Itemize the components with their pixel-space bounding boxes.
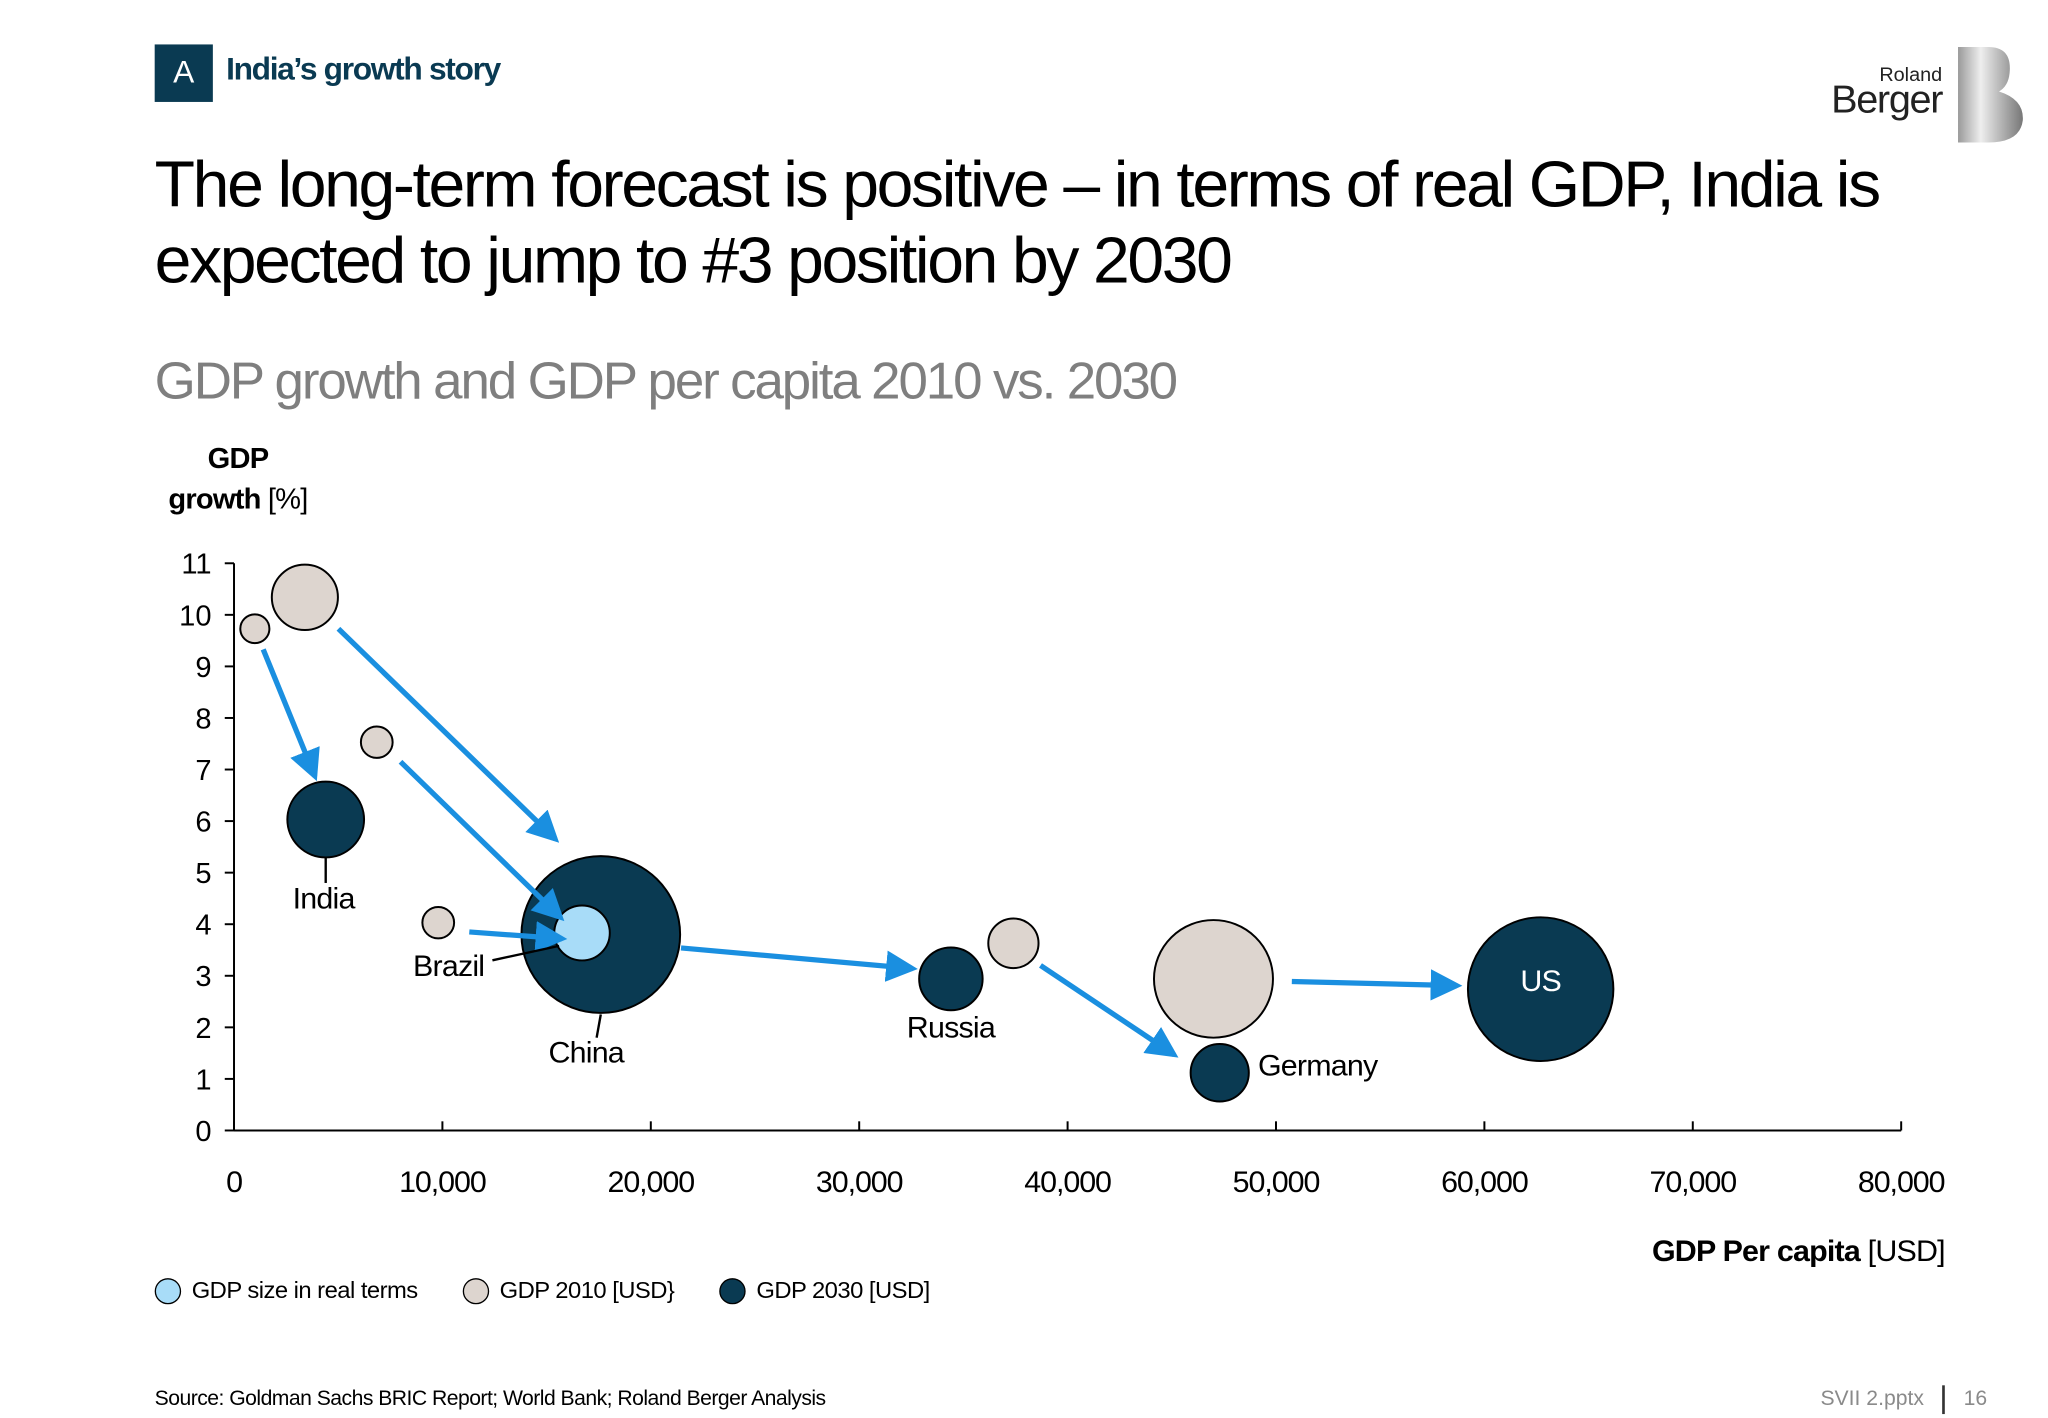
legend-label: GDP 2010 [USD} [499,1276,675,1303]
bubble-gdp-2010 [239,613,271,645]
country-label-us: US [1520,965,1561,998]
leader-line [595,1014,602,1038]
y-label-bold: GDP [207,441,269,475]
footer-divider [1942,1385,1946,1415]
y-tick-label: 8 [195,704,211,736]
y-label-bold2: growth [168,482,261,515]
bubble-gdp-2030-germany [1189,1042,1250,1103]
bubble-gdp-2010 [270,563,339,631]
source-note: Source: Goldman Sachs BRIC Report; World… [154,1387,826,1411]
bubble-gdp-2030-russia [918,946,984,1012]
x-tick-label: 50,000 [1233,1166,1320,1199]
bubble-gdp-2030-india [286,780,366,859]
y-tick-label: 1 [195,1065,211,1097]
country-label-brazil: Brazil [413,950,484,983]
leader-line [492,944,560,962]
y-tick-label: 11 [181,549,211,581]
bubble-gdp-2030-us [1466,916,1615,1063]
x-label-bold: GDP Per capita [1651,1233,1861,1268]
y-tick-label: 6 [195,807,211,839]
y-tick-label: 9 [195,652,211,684]
bubble-gdp-2010 [1152,919,1274,1039]
slide-title: The long-term forecast is positive – in … [154,147,1881,297]
country-label-china: China [548,1037,624,1070]
x-tick-label: 30,000 [816,1166,903,1199]
x-tick-label: 10,000 [399,1166,486,1199]
arrow [469,921,568,953]
file-name: SVII 2.pptx [1820,1387,1924,1411]
y-tick-label: 10 [179,600,211,632]
arrow [680,945,918,982]
svg-text:Roland: Roland [1879,64,1942,86]
legend-label: GDP 2030 [USD] [756,1276,930,1303]
y-label-unit: [%] [260,482,308,515]
x-tick-label: 80,000 [1858,1166,1945,1199]
bubble-gdp-2010 [421,906,456,940]
arrow [260,648,320,782]
y-tick-label: 0 [195,1116,211,1148]
arrow [336,626,560,843]
bubble-gdp-size-in-real-terms [553,904,611,962]
legend: GDP size in real terms GDP 2010 [USD} GD… [154,1276,975,1304]
chart-subtitle: GDP growth and GDP per capita 2010 vs. 2… [154,352,1178,411]
y-tick-label: 2 [195,1013,211,1045]
x-tick-label: 60,000 [1441,1166,1528,1199]
arrow [398,759,565,922]
roland-berger-logo: Roland Berger [1824,44,2029,143]
x-tick-label: 40,000 [1024,1166,1111,1199]
page-number: 16 [1963,1387,1988,1411]
legend-item-2030: GDP 2030 [USD] [719,1276,930,1304]
x-tick-label: 0 [226,1166,242,1199]
y-axis-label: GDP growth [%] [145,438,330,519]
x-axis-label: GDP Per capita [USD] [1651,1233,1946,1269]
y-tick-label: 5 [195,858,211,890]
legend-item-size: GDP size in real terms [154,1276,419,1304]
y-tick-label: 4 [195,910,211,942]
legend-item-2010: GDP 2010 [USD} [462,1276,675,1304]
country-label-india: India [293,883,356,916]
svg-text:Berger: Berger [1831,78,1943,122]
x-tick-label: 70,000 [1649,1166,1736,1199]
footer: SVII 2.pptx 16 [1820,1385,1988,1415]
legend-swatch-grey [462,1277,490,1304]
legend-swatch-dark [719,1277,746,1304]
legend-label: GDP size in real terms [191,1276,419,1303]
y-tick-label: 3 [195,961,211,993]
arrow [1039,963,1179,1058]
x-tick-label: 20,000 [607,1166,694,1199]
y-tick-label: 7 [195,755,211,787]
country-label-russia: Russia [907,1012,996,1045]
bubble-gdp-2010 [987,917,1040,970]
arrow [1291,969,1463,1001]
section-title: India’s growth story [226,52,501,88]
country-label-germany: Germany [1258,1049,1379,1082]
bubble-gdp-2010 [359,725,394,759]
x-label-unit: [USD] [1860,1233,1946,1268]
section-badge: A [154,44,213,102]
legend-swatch-light [154,1277,182,1304]
